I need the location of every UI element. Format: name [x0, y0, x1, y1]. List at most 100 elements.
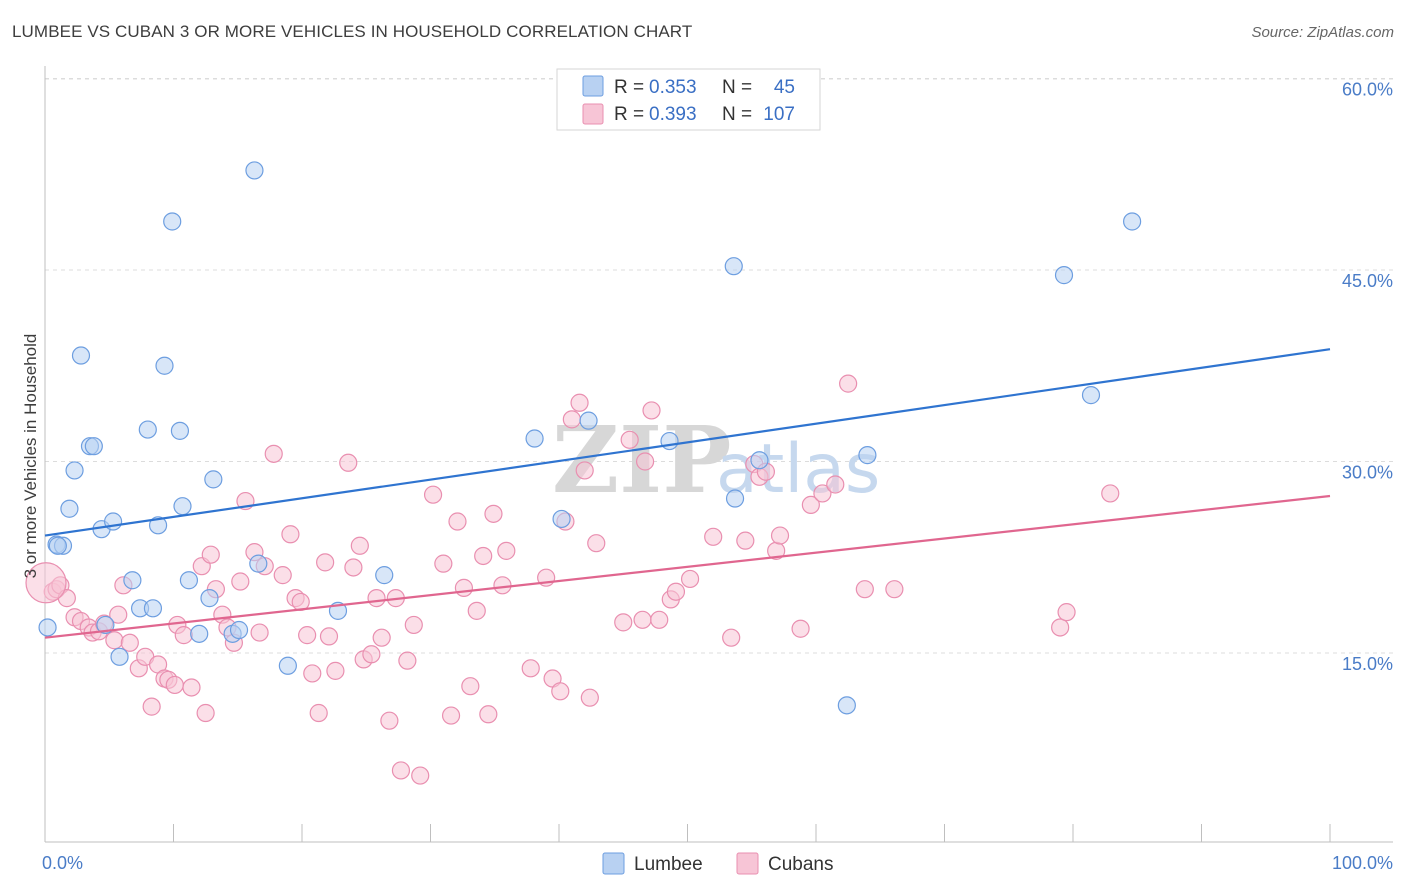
stats-n-label-1: N = [722, 77, 752, 98]
point-lumbee-35 [660, 431, 679, 451]
point-lumbee-31 [375, 566, 394, 585]
stats-swatch-lumbee [582, 75, 604, 97]
point-cubans-10 [105, 631, 124, 650]
point-cubans-11 [109, 605, 128, 624]
y-tick-label-30: 30.0% [1342, 463, 1393, 483]
point-cubans-58 [404, 615, 423, 635]
stats-n-label-2: N = [722, 104, 752, 125]
legend-label-lumbee: Lumbee [634, 854, 703, 875]
point-lumbee-14 [138, 420, 157, 439]
point-cubans-81 [587, 534, 606, 553]
point-cubans-43 [309, 703, 328, 723]
point-lumbee-40 [858, 446, 877, 465]
point-cubans-53 [372, 628, 391, 647]
point-cubans-57 [398, 651, 417, 670]
point-cubans-82 [614, 613, 633, 632]
point-cubans-86 [642, 401, 661, 420]
point-cubans-38 [281, 525, 300, 544]
axes [44, 66, 1393, 843]
legend-swatch-cubans [736, 852, 759, 875]
point-cubans-66 [467, 601, 486, 620]
point-cubans-78 [570, 393, 589, 412]
point-lumbee-44 [48, 536, 67, 555]
point-cubans-105 [885, 580, 904, 599]
point-lumbee-0 [38, 618, 57, 637]
point-cubans-71 [497, 541, 516, 560]
point-cubans-45 [319, 627, 339, 646]
point-cubans-85 [635, 452, 655, 471]
y-tick-labels: 15.0% 30.0% 45.0% 60.0% [1342, 80, 1393, 675]
legend-swatch-lumbee [602, 852, 625, 875]
point-cubans-13 [120, 633, 139, 652]
point-cubans-103 [839, 374, 858, 393]
point-cubans-54 [380, 711, 399, 730]
point-cubans-37 [273, 566, 292, 585]
point-cubans-87 [650, 610, 669, 629]
point-lumbee-24 [204, 470, 223, 489]
point-lumbee-23 [200, 589, 219, 608]
point-cubans-89 [666, 582, 686, 601]
series-legend: Lumbee Cubans [602, 852, 834, 875]
y-tick-label-15: 15.0% [1342, 654, 1393, 674]
point-lumbee-41 [1054, 266, 1074, 285]
source-label: Source: ZipAtlas.com [1251, 24, 1394, 41]
stats-swatch-cubans [582, 103, 604, 125]
point-lumbee-3 [60, 499, 79, 518]
point-cubans-64 [454, 578, 474, 597]
point-cubans-51 [362, 645, 381, 664]
point-lumbee-38 [750, 451, 769, 470]
point-cubans-44 [316, 553, 335, 572]
point-cubans-100 [801, 495, 820, 515]
point-cubans-75 [551, 682, 570, 701]
point-lumbee-5 [71, 346, 91, 365]
stats-n-value-2: 107 [763, 104, 795, 125]
x-tick-label-end: 100.0% [1332, 853, 1393, 873]
trend-line-lumbee [44, 348, 1331, 537]
point-cubans-41 [298, 626, 317, 645]
point-cubans-63 [448, 512, 467, 531]
point-cubans-90 [680, 569, 700, 589]
point-cubans-48 [344, 558, 363, 577]
point-cubans-101 [813, 484, 832, 503]
data-points [25, 161, 1142, 785]
point-cubans-65 [461, 677, 480, 696]
stats-legend: R = 0.353 N = 45 R = 0.393 N = 107 [556, 68, 821, 131]
point-cubans-98 [770, 526, 790, 545]
point-lumbee-27 [245, 161, 264, 180]
y-tick-label-45: 45.0% [1342, 271, 1393, 291]
point-cubans-79 [575, 461, 594, 480]
stats-r-value-2: 0.393 [649, 104, 697, 125]
point-lumbee-4 [65, 461, 84, 480]
point-cubans-31 [231, 572, 250, 591]
point-lumbee-19 [170, 421, 190, 440]
point-cubans-77 [562, 410, 581, 429]
point-lumbee-16 [148, 516, 168, 535]
stats-n-value-1: 45 [774, 77, 795, 98]
point-lumbee-20 [173, 497, 192, 516]
point-cubans-70 [493, 576, 512, 595]
point-cubans-36 [264, 444, 283, 463]
point-lumbee-26 [229, 620, 249, 640]
point-cubans-25 [196, 703, 215, 723]
y-axis-label: 3 or more Vehicles in Household [21, 334, 40, 579]
point-cubans-92 [722, 628, 741, 647]
x-tick-labels: 0.0% 100.0% [42, 853, 1393, 873]
point-lumbee-33 [552, 509, 571, 529]
x-tick-label-start: 0.0% [42, 853, 83, 873]
point-cubans-cluster [25, 562, 67, 604]
point-cubans-104 [855, 580, 874, 599]
point-lumbee-29 [278, 656, 297, 675]
grid-lines [45, 78, 1393, 654]
point-cubans-107 [1057, 603, 1076, 622]
point-lumbee-17 [155, 356, 174, 375]
point-cubans-69 [484, 504, 503, 523]
point-lumbee-21 [179, 571, 199, 590]
point-lumbee-18 [163, 212, 182, 231]
point-cubans-59 [411, 766, 430, 785]
point-cubans-22 [174, 626, 193, 645]
point-cubans-67 [474, 546, 493, 566]
stats-r-label-1: R = [614, 77, 644, 98]
point-cubans-46 [326, 661, 345, 680]
point-lumbee-11 [110, 647, 129, 666]
